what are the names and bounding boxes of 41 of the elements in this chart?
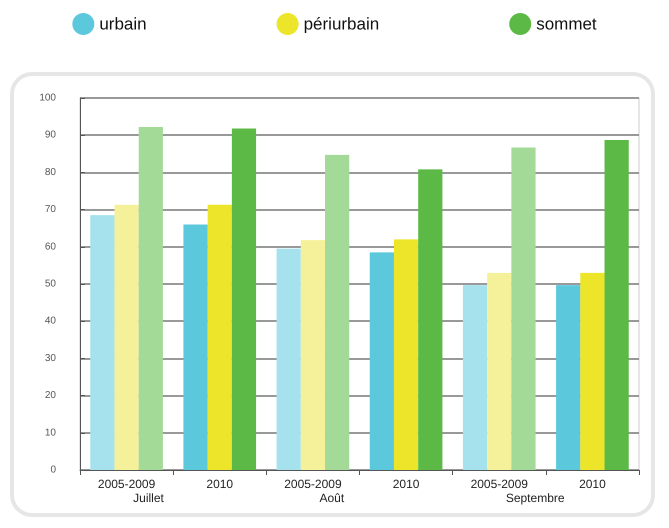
bar — [394, 239, 418, 470]
bar — [114, 204, 139, 470]
bar — [604, 140, 629, 470]
bar — [90, 215, 114, 470]
y-tick-label: 90 — [44, 130, 56, 141]
bar — [183, 224, 208, 470]
y-tick-label: 80 — [44, 166, 56, 178]
bar — [232, 128, 256, 470]
y-tick-label: 100 — [39, 92, 56, 104]
bar — [580, 272, 605, 470]
x-tick-label: 2005-2009 — [470, 477, 528, 491]
y-tick-label: 30 — [44, 352, 56, 364]
text: Septembre — [506, 491, 565, 505]
bar — [325, 154, 350, 470]
legend-label: urbain — [99, 14, 147, 34]
text: Août — [320, 491, 345, 505]
bar — [300, 240, 326, 470]
text: Juillet — [133, 491, 165, 505]
bar — [208, 204, 232, 470]
y-tick-label: 0 — [50, 464, 56, 476]
x-tick-label: 2010 — [392, 477, 420, 491]
bar — [511, 147, 536, 470]
y-tick-label: 20 — [44, 390, 56, 402]
legend-label: sommet — [536, 14, 597, 34]
bar — [138, 127, 163, 470]
y-tick-label: 40 — [44, 316, 56, 327]
x-tick-label: 2005-2009 — [284, 477, 342, 491]
bar — [487, 272, 512, 470]
bar — [370, 252, 394, 470]
y-tick-label: 60 — [44, 241, 56, 252]
y-tick-label: 10 — [44, 427, 56, 438]
y-tick-label: 50 — [44, 278, 56, 290]
bar — [276, 248, 301, 470]
bar — [556, 285, 580, 470]
legend-label: périurbain — [304, 14, 380, 34]
bar — [418, 169, 442, 470]
x-tick-label: 2010 — [206, 477, 234, 491]
x-tick-label: 2010 — [579, 477, 606, 491]
bar — [462, 285, 488, 470]
y-tick-label: 70 — [44, 204, 56, 216]
x-tick-label: 2005-2009 — [98, 477, 156, 491]
